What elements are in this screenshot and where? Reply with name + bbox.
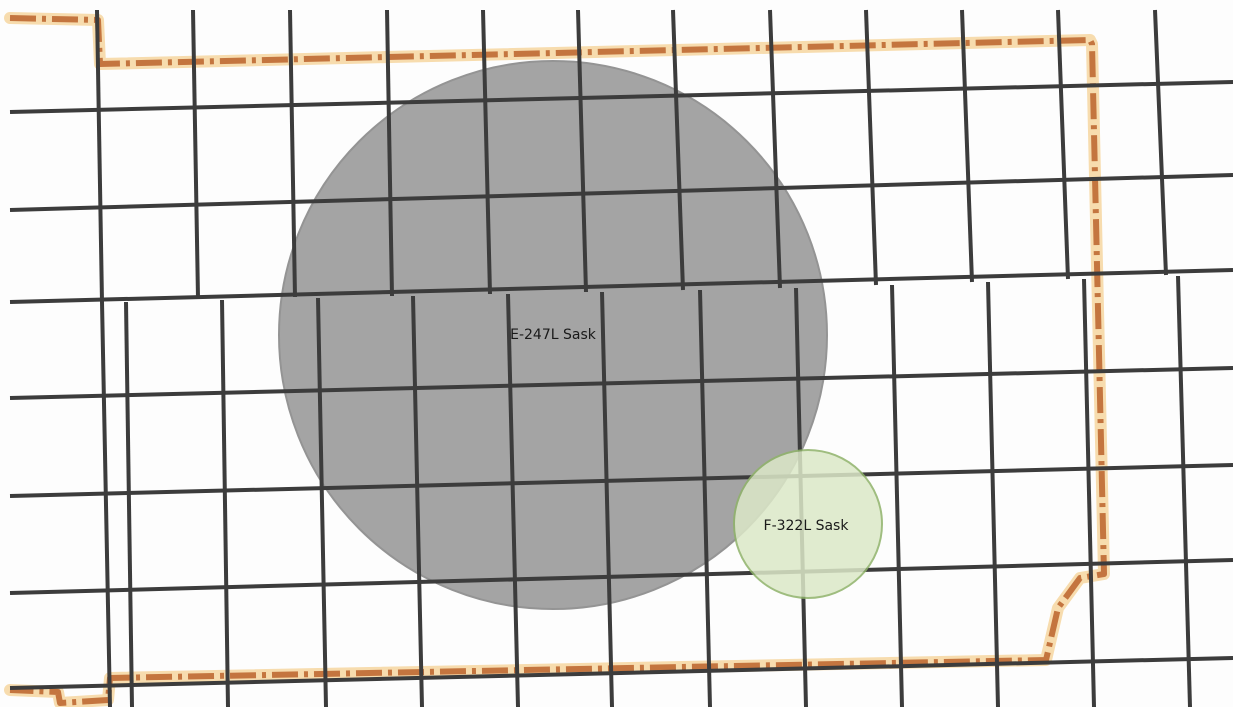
f322l-circle[interactable] [733, 449, 883, 599]
grid-line [768, 9, 782, 289]
township-boundary [4, 12, 1110, 707]
grid-line [191, 9, 200, 299]
survey-grid [9, 9, 1233, 707]
grid-line [9, 80, 1233, 114]
grid-line [9, 558, 1233, 595]
grid-line [671, 9, 685, 291]
grid-line [1153, 9, 1168, 276]
feature-f322l[interactable] [733, 449, 883, 599]
grid-line [506, 293, 520, 707]
grid-line [698, 289, 712, 707]
grid-line [95, 9, 104, 303]
grid-line [890, 284, 904, 707]
grid-line [9, 463, 1233, 498]
grid-line [960, 9, 974, 283]
grid-line [288, 9, 297, 298]
f322l-label: F-322L Sask [764, 518, 850, 534]
grid-line [576, 9, 588, 293]
grid-line [9, 366, 1233, 400]
e247l-label: E-247L Sask [510, 327, 597, 343]
grid-line [600, 291, 614, 707]
grid-line [1082, 278, 1096, 707]
grid-line [1176, 275, 1192, 707]
grid-line [316, 297, 328, 707]
grid-line [9, 656, 1233, 690]
grid-line [481, 9, 492, 295]
grid-line [385, 9, 394, 297]
grid-line [220, 299, 230, 707]
grid-line [100, 301, 112, 707]
grid-line [986, 281, 1000, 707]
grid-line [9, 268, 1233, 304]
boundary-line [9, 15, 1107, 706]
grid-line [411, 295, 424, 707]
grid-line [1056, 9, 1070, 280]
grid-line [9, 173, 1233, 212]
grid-line [864, 9, 878, 286]
grid-line [124, 301, 134, 707]
